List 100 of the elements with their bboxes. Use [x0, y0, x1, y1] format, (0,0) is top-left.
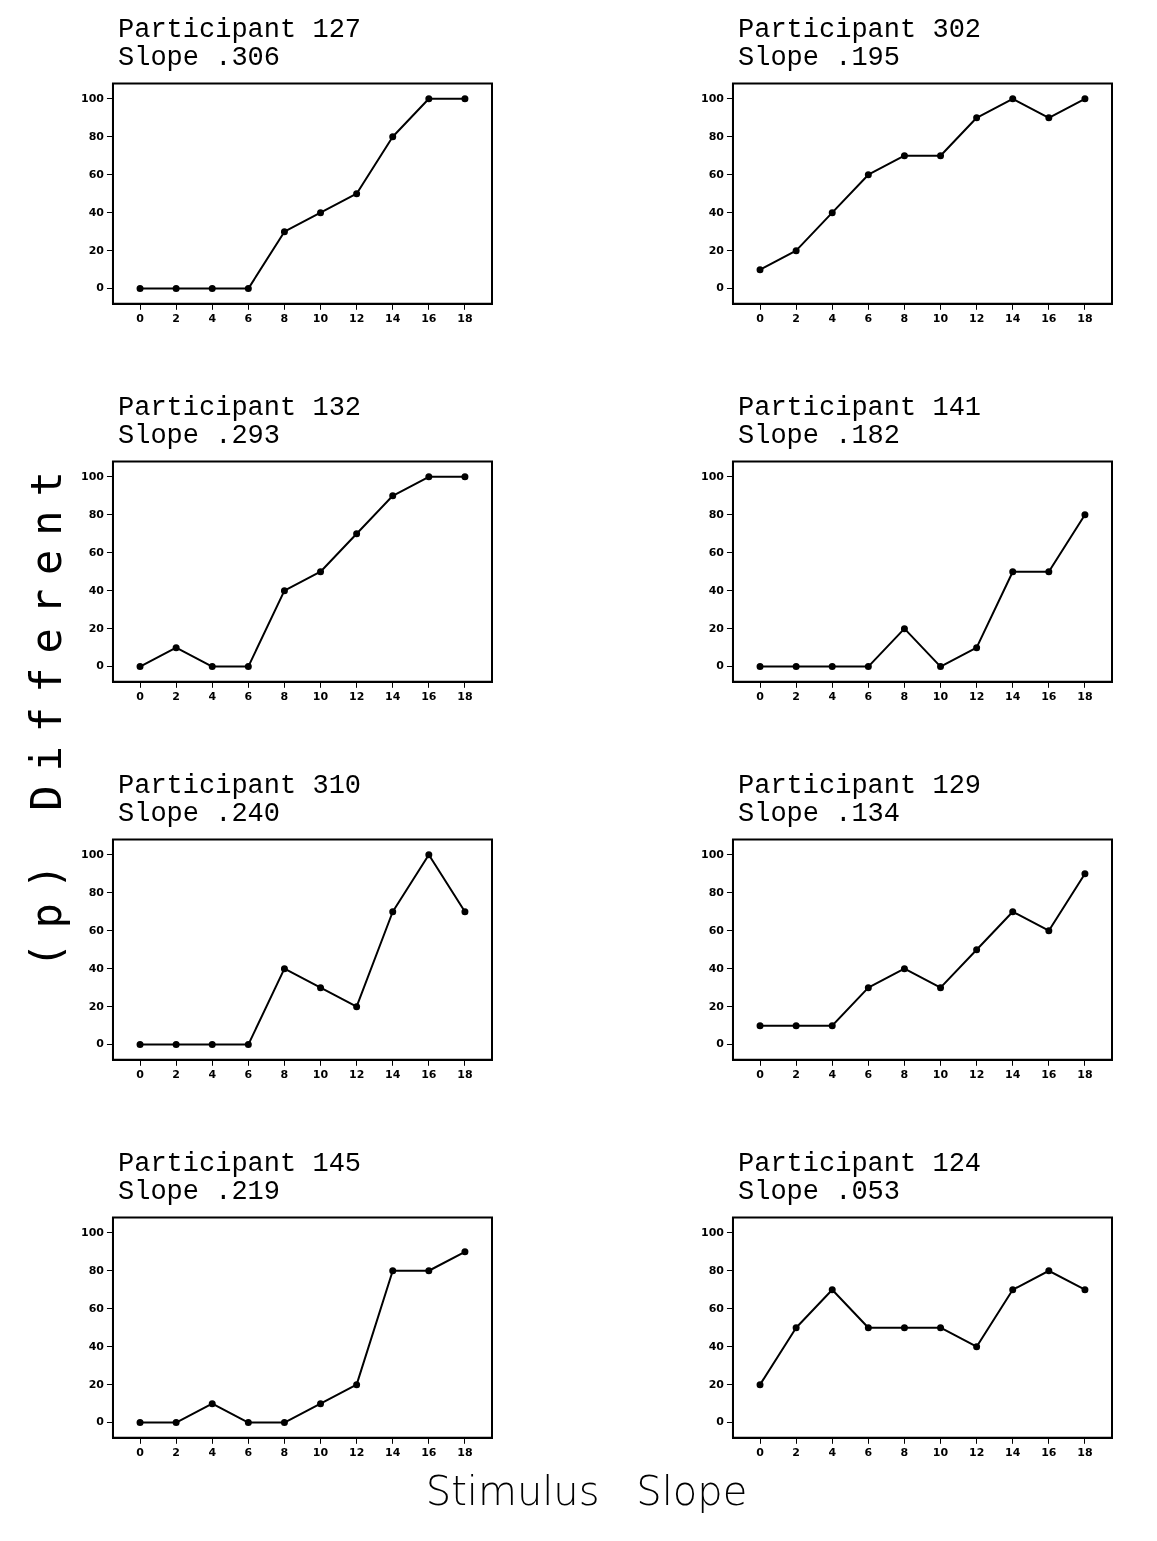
y-tick-label: 40	[708, 583, 725, 597]
y-tick-label: 0	[96, 1415, 105, 1429]
x-axis-title: Stimulus Slope	[424, 1468, 749, 1514]
x-tick-label: 18	[457, 1446, 473, 1460]
y-tick-label: 40	[88, 1339, 105, 1353]
y-tick-label: 80	[708, 129, 725, 143]
y-tick-label: 100	[700, 847, 725, 861]
y-tick-label: 0	[96, 659, 105, 673]
x-tick-label: 10	[932, 312, 949, 326]
x-tick-label: 0	[756, 1068, 765, 1082]
y-tick-label: 100	[700, 1225, 725, 1239]
x-tick-label: 14	[385, 312, 401, 326]
x-tick-label: 0	[136, 1446, 145, 1460]
x-tick-label: 12	[968, 1068, 985, 1082]
x-tick-label: 0	[136, 1068, 145, 1082]
y-tick-label: 0	[716, 1415, 725, 1429]
y-tick-label: 100	[80, 91, 105, 105]
x-tick-label: 0	[756, 1446, 765, 1460]
x-tick-label: 6	[864, 1446, 873, 1460]
x-tick-label: 0	[136, 312, 145, 326]
x-tick-label: 18	[1077, 1068, 1093, 1082]
x-tick-label: 8	[900, 690, 909, 704]
x-tick-label: 6	[244, 1446, 253, 1460]
x-tick-label: 4	[208, 690, 217, 704]
y-tick-label: 40	[88, 205, 105, 219]
chart-title: Participant 129	[738, 771, 983, 801]
y-tick-label: 0	[96, 1037, 105, 1051]
x-tick-label: 6	[864, 312, 873, 326]
chart-subtitle: Slope .240	[118, 799, 282, 829]
y-tick-label: 20	[88, 243, 105, 257]
x-tick-label: 0	[756, 690, 765, 704]
x-tick-label: 12	[968, 312, 985, 326]
x-tick-label: 10	[312, 312, 329, 326]
x-tick-label: 0	[756, 312, 765, 326]
x-tick-label: 8	[900, 1446, 909, 1460]
y-tick-label: 40	[708, 205, 725, 219]
x-tick-label: 4	[828, 690, 837, 704]
y-tick-label: 60	[88, 167, 105, 181]
chart-subtitle: Slope .219	[118, 1177, 282, 1207]
y-tick-label: 100	[80, 847, 105, 861]
y-tick-label: 60	[708, 1301, 725, 1315]
x-tick-label: 18	[457, 1068, 473, 1082]
x-tick-label: 14	[1005, 1068, 1021, 1082]
y-tick-label: 80	[708, 1263, 725, 1277]
y-tick-label: 20	[708, 1377, 725, 1391]
x-tick-label: 4	[828, 1068, 837, 1082]
y-tick-label: 100	[700, 91, 725, 105]
x-tick-label: 8	[280, 1446, 289, 1460]
y-tick-label: 0	[716, 1037, 725, 1051]
y-tick-label: 40	[88, 961, 105, 975]
x-tick-label: 10	[312, 690, 329, 704]
chart-title: Participant 127	[118, 15, 363, 45]
x-tick-label: 18	[457, 312, 473, 326]
y-tick-label: 20	[708, 243, 725, 257]
x-tick-label: 8	[900, 1068, 909, 1082]
y-tick-label: 100	[80, 1225, 105, 1239]
x-tick-label: 16	[421, 1068, 437, 1082]
x-tick-label: 18	[457, 690, 473, 704]
x-tick-label: 16	[421, 312, 437, 326]
x-tick-label: 12	[348, 312, 365, 326]
x-tick-label: 2	[792, 1068, 800, 1082]
x-tick-label: 14	[385, 1068, 401, 1082]
y-tick-label: 60	[708, 923, 725, 937]
y-tick-label: 80	[88, 1263, 105, 1277]
y-tick-label: 0	[716, 281, 725, 295]
x-tick-label: 16	[1041, 1446, 1057, 1460]
x-tick-label: 2	[792, 312, 800, 326]
chart-subtitle: Slope .195	[738, 43, 902, 73]
x-tick-label: 6	[244, 690, 253, 704]
y-tick-label: 80	[88, 129, 105, 143]
x-tick-label: 2	[172, 1068, 180, 1082]
y-tick-label: 60	[708, 167, 725, 181]
y-tick-label: 80	[708, 885, 725, 899]
chart-subtitle: Slope .306	[118, 43, 282, 73]
chart-subtitle: Slope .182	[738, 421, 902, 451]
x-tick-label: 2	[172, 1446, 180, 1460]
y-tick-label: 20	[708, 999, 725, 1013]
x-tick-label: 10	[312, 1446, 329, 1460]
y-tick-label: 0	[716, 659, 725, 673]
x-tick-label: 6	[864, 690, 873, 704]
y-tick-label: 60	[708, 545, 725, 559]
y-tick-label: 60	[88, 545, 105, 559]
y-tick-label: 60	[88, 923, 105, 937]
x-tick-label: 8	[280, 312, 289, 326]
y-tick-label: 20	[88, 1377, 105, 1391]
x-tick-label: 2	[172, 312, 180, 326]
x-tick-label: 12	[348, 1068, 365, 1082]
x-tick-label: 10	[932, 690, 949, 704]
chart-title: Participant 145	[118, 1149, 363, 1179]
x-tick-label: 8	[900, 312, 909, 326]
x-tick-label: 10	[932, 1446, 949, 1460]
x-tick-label: 14	[1005, 690, 1021, 704]
y-tick-label: 20	[88, 621, 105, 635]
y-axis-title: (p) Different	[21, 456, 71, 970]
chart-subtitle: Slope .293	[118, 421, 282, 451]
chart-title: Participant 132	[118, 393, 363, 423]
x-tick-label: 14	[385, 1446, 401, 1460]
y-tick-label: 40	[88, 583, 105, 597]
x-tick-label: 4	[208, 312, 217, 326]
x-tick-label: 14	[1005, 1446, 1021, 1460]
